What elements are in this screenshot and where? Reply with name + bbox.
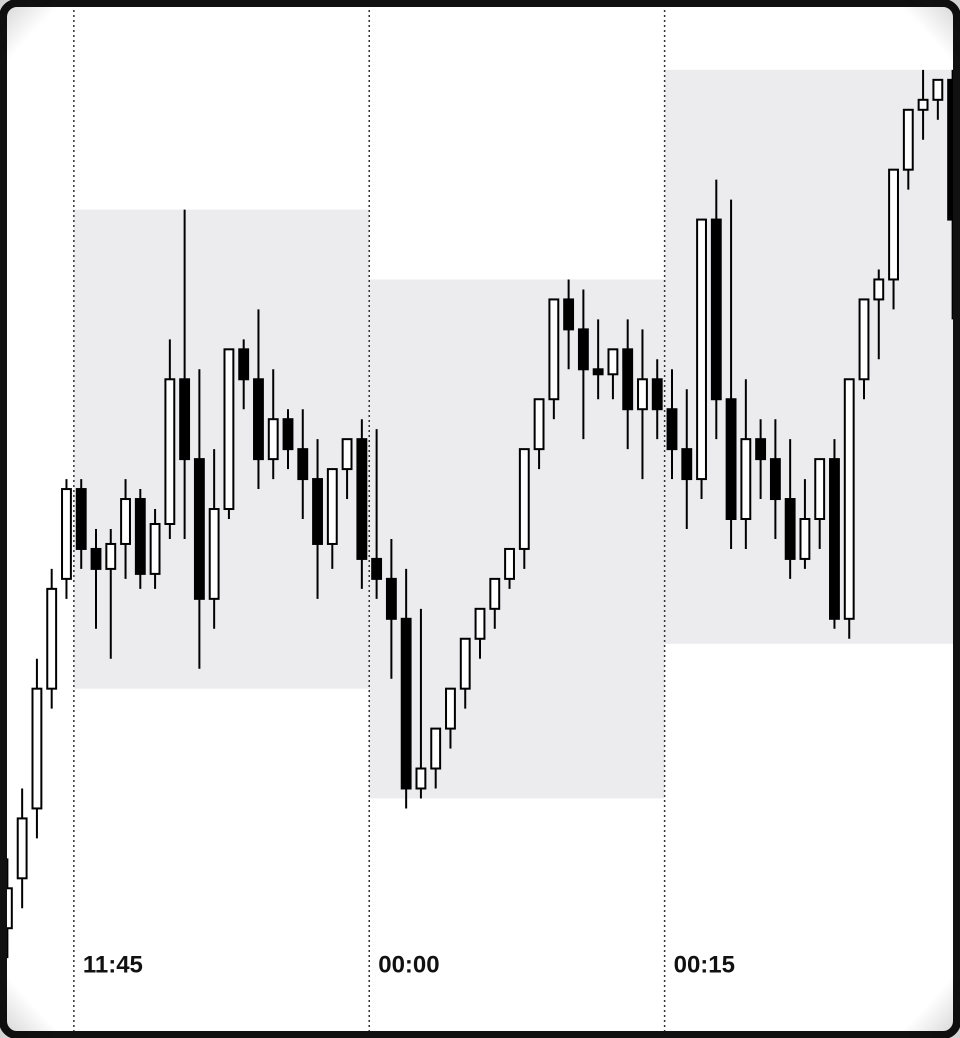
session-box bbox=[369, 279, 665, 799]
candle-body bbox=[120, 498, 131, 545]
candle-body bbox=[829, 458, 840, 620]
candle-body bbox=[31, 687, 43, 810]
candle-body bbox=[637, 378, 648, 411]
candle-body bbox=[696, 218, 707, 481]
candle-body bbox=[16, 817, 28, 880]
candle-body bbox=[341, 438, 353, 471]
candle-body bbox=[710, 218, 722, 401]
candle-body bbox=[105, 542, 117, 570]
time-label: 00:15 bbox=[674, 951, 735, 978]
candle-body bbox=[445, 687, 456, 730]
session-box bbox=[664, 69, 960, 644]
candle-body bbox=[592, 368, 604, 376]
candle-body bbox=[873, 278, 885, 301]
candle-body bbox=[932, 78, 944, 101]
candle-body bbox=[75, 488, 87, 550]
candle-body bbox=[563, 298, 575, 331]
candle-body bbox=[61, 488, 72, 580]
candle-body bbox=[784, 498, 796, 560]
candle-body bbox=[799, 518, 811, 560]
candle-body bbox=[858, 298, 870, 381]
candle-body bbox=[504, 547, 515, 580]
candle-body bbox=[548, 298, 560, 401]
candle-body bbox=[651, 378, 663, 411]
candle-body bbox=[134, 498, 146, 575]
candle-body bbox=[164, 378, 176, 525]
time-label: 11:45 bbox=[83, 951, 143, 978]
candle-body bbox=[740, 438, 752, 520]
candle-body bbox=[415, 767, 427, 790]
candle-body bbox=[725, 398, 737, 521]
candle-body bbox=[681, 448, 693, 481]
candle-body bbox=[223, 348, 235, 511]
candle-body bbox=[208, 508, 220, 600]
candle-body bbox=[577, 328, 589, 371]
candle-body bbox=[518, 448, 530, 550]
session-box bbox=[73, 209, 370, 689]
candle-body bbox=[459, 637, 471, 690]
candle-body bbox=[430, 727, 442, 770]
candle-body bbox=[902, 108, 914, 171]
candle-body bbox=[371, 557, 383, 580]
candle-body bbox=[179, 378, 191, 461]
candle-body bbox=[843, 378, 855, 620]
candle-body bbox=[312, 478, 323, 545]
candle-body bbox=[474, 607, 486, 640]
candle-body bbox=[755, 438, 767, 461]
candle-body bbox=[253, 378, 264, 461]
candle-body bbox=[769, 458, 781, 501]
candle-body bbox=[149, 522, 161, 575]
candle-body bbox=[326, 468, 338, 545]
candle-body bbox=[297, 448, 309, 481]
candle-body bbox=[193, 458, 205, 600]
candle-body bbox=[533, 398, 545, 451]
candle-body bbox=[267, 418, 279, 461]
candle-body bbox=[385, 577, 397, 620]
candle-body bbox=[46, 587, 58, 690]
time-label: 00:00 bbox=[378, 951, 439, 978]
candle-body bbox=[917, 98, 929, 111]
candle-body bbox=[238, 348, 250, 381]
candle-body bbox=[622, 348, 634, 411]
candle-body bbox=[814, 458, 826, 521]
candle-body bbox=[607, 348, 619, 376]
candle-body bbox=[666, 408, 678, 451]
candle-body bbox=[90, 547, 102, 570]
candle-body bbox=[400, 617, 412, 790]
candle-body bbox=[356, 438, 368, 560]
candle-body bbox=[888, 168, 899, 281]
candle-body bbox=[282, 418, 294, 451]
candle-body bbox=[489, 577, 501, 610]
